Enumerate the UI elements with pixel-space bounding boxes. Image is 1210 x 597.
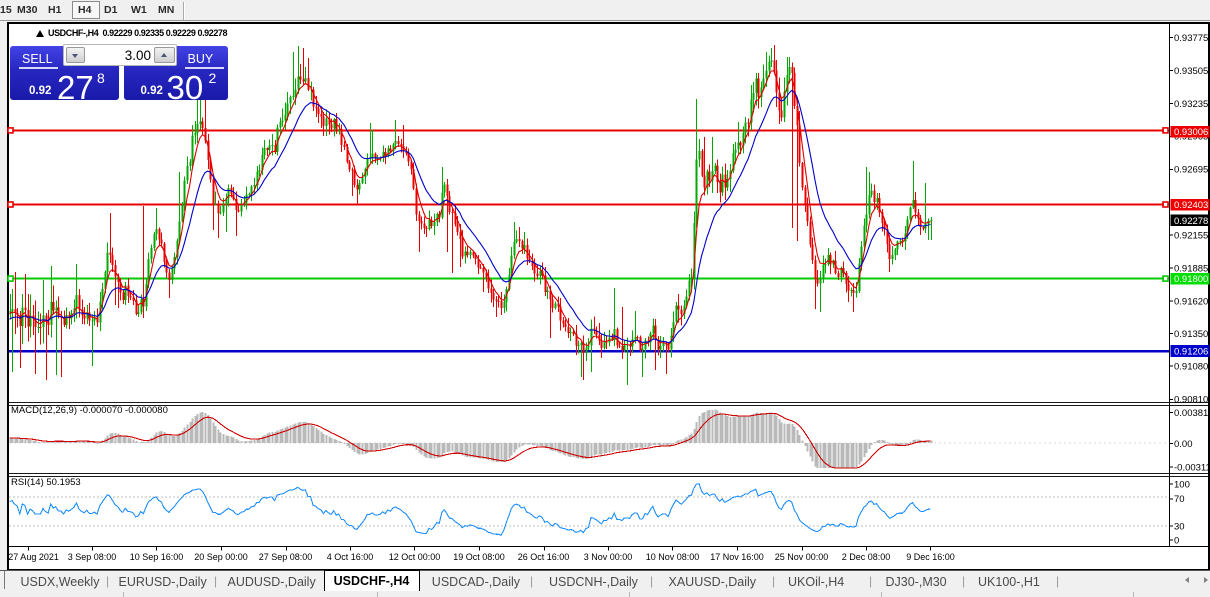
svg-text:25 Nov 00:00: 25 Nov 00:00 xyxy=(775,552,829,562)
svg-text:-0.00311: -0.00311 xyxy=(1174,462,1210,473)
svg-text:0.91620: 0.91620 xyxy=(1174,296,1208,307)
svg-text:0.90810: 0.90810 xyxy=(1174,395,1208,406)
svg-text:20 Sep 00:00: 20 Sep 00:00 xyxy=(194,552,248,562)
svg-text:26 Oct 16:00: 26 Oct 16:00 xyxy=(518,552,570,562)
svg-text:0.93235: 0.93235 xyxy=(1174,99,1208,110)
svg-text:10 Nov 08:00: 10 Nov 08:00 xyxy=(646,552,700,562)
svg-text:0.91800: 0.91800 xyxy=(1174,274,1208,285)
svg-text:0.93505: 0.93505 xyxy=(1174,66,1208,77)
svg-text:17 Nov 16:00: 17 Nov 16:00 xyxy=(710,552,764,562)
svg-text:0.93006: 0.93006 xyxy=(1174,127,1208,138)
svg-text:0.93775: 0.93775 xyxy=(1174,33,1208,44)
svg-text:RSI(14) 50.1953: RSI(14) 50.1953 xyxy=(11,477,81,488)
svg-text:10 Sep 16:00: 10 Sep 16:00 xyxy=(130,552,184,562)
svg-text:3 Nov 00:00: 3 Nov 00:00 xyxy=(584,552,633,562)
svg-text:70: 70 xyxy=(1174,494,1185,505)
svg-text:0.91885: 0.91885 xyxy=(1174,263,1208,274)
svg-text:0.003811: 0.003811 xyxy=(1174,408,1210,419)
svg-text:27 Sep 08:00: 27 Sep 08:00 xyxy=(259,552,313,562)
svg-text:0.92278: 0.92278 xyxy=(1174,216,1208,227)
svg-text:12 Oct 00:00: 12 Oct 00:00 xyxy=(389,552,441,562)
svg-text:MACD(12,26,9) -0.000070 -0.000: MACD(12,26,9) -0.000070 -0.000080 xyxy=(11,405,168,416)
svg-text:0.92695: 0.92695 xyxy=(1174,165,1208,176)
svg-text:0: 0 xyxy=(1174,535,1179,546)
svg-text:0.91206: 0.91206 xyxy=(1174,346,1208,357)
svg-text:19 Oct 08:00: 19 Oct 08:00 xyxy=(453,552,505,562)
svg-text:3 Sep 08:00: 3 Sep 08:00 xyxy=(68,552,117,562)
svg-text:2 Dec 08:00: 2 Dec 08:00 xyxy=(842,552,891,562)
svg-text:0.92403: 0.92403 xyxy=(1174,200,1208,211)
svg-text:27 Aug 2021: 27 Aug 2021 xyxy=(8,552,59,562)
svg-text:4 Oct 16:00: 4 Oct 16:00 xyxy=(327,552,374,562)
svg-text:0.00: 0.00 xyxy=(1174,439,1193,450)
svg-text:9 Dec 16:00: 9 Dec 16:00 xyxy=(906,552,955,562)
svg-text:100: 100 xyxy=(1174,479,1190,490)
svg-text:30: 30 xyxy=(1174,521,1185,532)
svg-text:0.92155: 0.92155 xyxy=(1174,231,1208,242)
svg-text:0.91350: 0.91350 xyxy=(1174,329,1208,340)
svg-text:0.91080: 0.91080 xyxy=(1174,362,1208,373)
